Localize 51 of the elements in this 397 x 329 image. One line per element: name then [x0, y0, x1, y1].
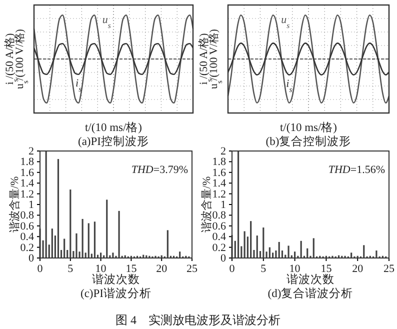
y-tick-label: 0.2 [20, 242, 34, 254]
x-axis-title: 谐波次数 [286, 273, 334, 286]
x-tick-label: 25 [384, 262, 395, 275]
y-tick-label: 1.6 [212, 166, 226, 179]
annotation: THD=1.56% [328, 164, 385, 176]
x-tick-label: 20 [156, 262, 168, 275]
y-tick-label: 0.6 [20, 220, 34, 232]
x-tick-label: 15 [320, 262, 332, 275]
y-axis-title: 谐波含量/% [200, 176, 213, 233]
y-tick-label: 2 [220, 146, 226, 158]
y-tick-label: 1.2 [212, 188, 226, 200]
y-tick-label: 0.4 [212, 231, 226, 244]
x-tick-label: 0 [229, 262, 236, 275]
y-tick-label: 0.2 [212, 242, 226, 254]
x-tick-label: 10 [289, 262, 301, 275]
text: (b)复合控制波形 [266, 135, 352, 148]
y-tick-label: 1.4 [212, 178, 226, 190]
x-axis-title: t/(10 ms/格) [280, 121, 338, 134]
y-tick-label: 0 [28, 252, 34, 265]
series-label: i$_{s}$ [286, 78, 292, 94]
caption: 图 4 实测放电波形及谐波分析 [116, 313, 280, 327]
y-tick-label: 0.4 [20, 231, 34, 244]
y-tick-label: 1.8 [20, 156, 34, 168]
y-tick-label: 1.4 [20, 178, 34, 190]
annotation: THD=3.79% [131, 164, 188, 176]
y-axis-title: 谐波含量/% [8, 176, 21, 233]
y-tick-label: 0.8 [212, 210, 226, 222]
text: (c)PI谐波分析 [80, 287, 152, 300]
y-tick-label: 0.8 [20, 210, 34, 222]
x-tick-label: 5 [260, 262, 267, 275]
y-tick-label: 1.8 [212, 156, 226, 168]
x-tick-label: 15 [126, 262, 138, 275]
series-label: i$_{s}$ [76, 77, 82, 93]
y-tick-label: 1 [220, 199, 226, 212]
series-label: u$_{s}$ [281, 14, 290, 30]
y-tick-label: 2 [28, 146, 34, 158]
y-tick-label: 1.2 [20, 188, 34, 200]
x-tick-label: 5 [68, 262, 74, 275]
x-tick-label: 20 [352, 262, 364, 275]
x-axis-title: 谐波次数 [92, 273, 140, 286]
text: (a)PI控制波形 [78, 135, 149, 148]
x-tick-label: 10 [95, 262, 107, 275]
y-tick-label: 0.6 [212, 220, 226, 232]
y-tick-label: 1 [28, 199, 34, 212]
text: (d)复合谐波分析 [268, 287, 354, 300]
x-tick-label: 25 [186, 262, 198, 275]
x-axis-title: t/(10 ms/格) [84, 121, 142, 134]
y-tick-label: 0 [220, 252, 226, 265]
x-tick-label: 0 [37, 262, 44, 275]
y-tick-label: 1.6 [20, 166, 34, 179]
series-label: u$_{s}$ [102, 14, 111, 30]
